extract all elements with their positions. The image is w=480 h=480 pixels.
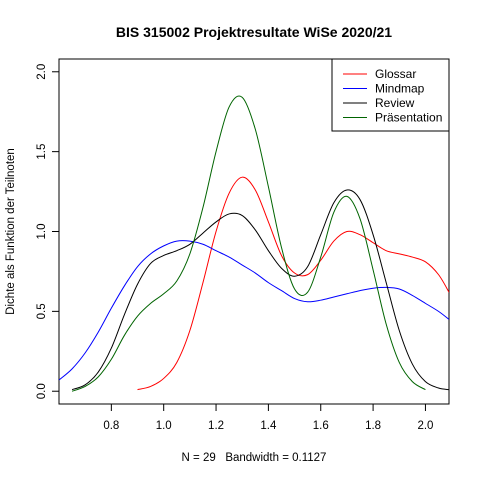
legend-label-praesentation: Präsentation (375, 111, 442, 125)
x-tick-label: 0.8 (103, 420, 119, 432)
x-axis: 0.8 1.0 1.2 1.4 1.6 1.8 2.0 (103, 404, 433, 432)
x-axis-label: N = 29 Bandwidth = 0.1127 (182, 452, 327, 464)
legend-label-review: Review (375, 96, 415, 110)
y-tick-label: 1.5 (36, 144, 48, 160)
series-line-mindmap (59, 240, 449, 381)
chart-title: BIS 315002 Projektresultate WiSe 2020/21 (116, 24, 392, 40)
y-tick-label: 2.0 (36, 64, 48, 80)
x-tick-label: 1.2 (208, 420, 224, 432)
series-line-glossar (137, 176, 449, 391)
legend-label-glossar: Glossar (375, 67, 416, 81)
series-line-praesentation (71, 95, 426, 392)
x-tick-label: 2.0 (417, 420, 433, 432)
y-tick-label: 0.0 (36, 383, 48, 399)
y-axis-label: Dichte als Funktion der Teilnoten (5, 148, 17, 315)
x-tick-label: 1.4 (260, 420, 277, 432)
legend-box (331, 58, 450, 132)
series-line-review (71, 189, 449, 391)
x-tick-label: 1.6 (313, 420, 329, 432)
x-tick-label: 1.8 (365, 420, 381, 432)
y-tick-label: 1.0 (36, 224, 48, 240)
legend-label-mindmap: Mindmap (375, 82, 425, 96)
x-tick-label: 1.0 (156, 420, 172, 432)
density-curves (59, 95, 449, 392)
y-tick-label: 0.5 (36, 303, 48, 319)
y-axis: 0.0 0.5 1.0 1.5 2.0 (36, 64, 59, 399)
